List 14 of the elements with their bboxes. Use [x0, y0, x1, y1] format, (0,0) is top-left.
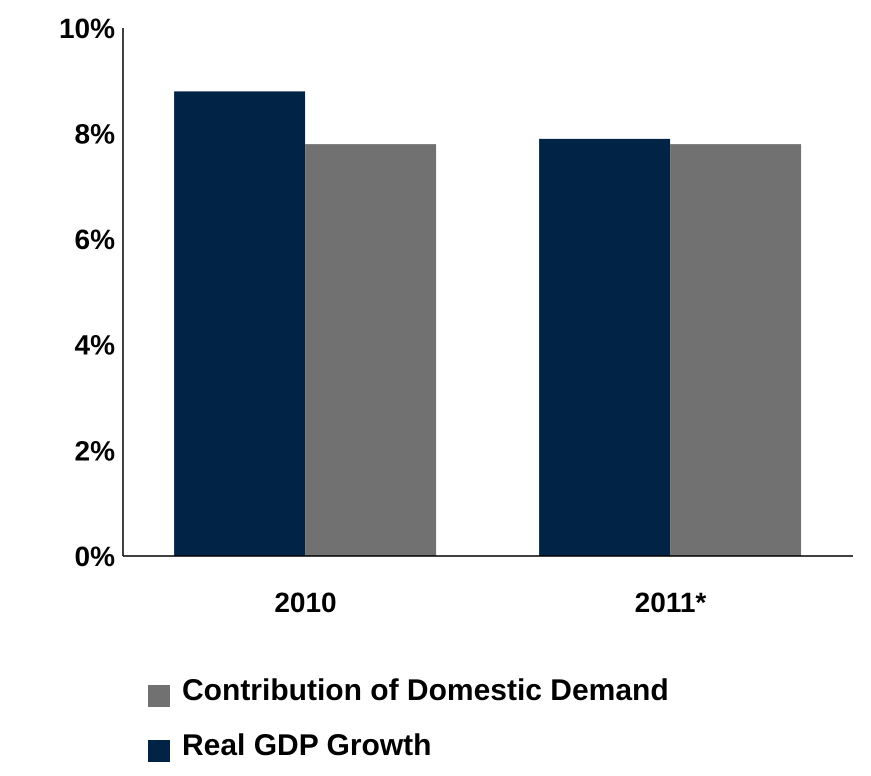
y-tick-label: 8%	[74, 118, 116, 150]
bar	[305, 144, 436, 556]
y-tick-label: 6%	[74, 224, 116, 256]
bar	[670, 144, 802, 556]
y-tick-label: 10%	[58, 12, 116, 44]
bar	[539, 138, 670, 556]
bar	[174, 91, 306, 556]
legend-label: Contribution of Domestic Demand	[182, 674, 669, 707]
legend-label: Real GDP Growth	[182, 729, 432, 762]
x-tick-label: 2011*	[634, 586, 706, 618]
y-tick-label: 0%	[74, 540, 116, 572]
y-tick-label: 4%	[74, 330, 116, 361]
y-tick-label: 2%	[74, 435, 116, 466]
x-tick-label: 2010	[274, 586, 337, 618]
